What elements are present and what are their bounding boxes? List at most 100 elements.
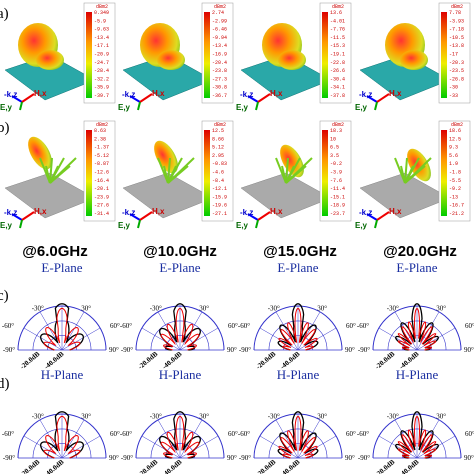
angle-label: 90° (227, 454, 237, 462)
colorbar-label: -22.8 (330, 60, 345, 66)
pattern-curve (160, 415, 200, 459)
polar-spoke (394, 419, 418, 459)
colorbar-label: -6.46 (212, 27, 227, 33)
colorbar-label: -13.8 (449, 43, 464, 49)
axis-arrow (255, 219, 259, 229)
colorbar-label: -17.1 (94, 43, 109, 49)
rcs-spike (167, 157, 183, 184)
axis-label: E,y (355, 103, 368, 112)
colorbar-label: -33 (449, 93, 458, 99)
colorbar-label: -0.2 (330, 161, 342, 167)
angle-label: 60° (346, 430, 356, 438)
pattern-curve (395, 303, 439, 351)
colorbar-label: -23.7 (330, 211, 345, 217)
colorbar-label: -35.9 (94, 85, 109, 91)
colorbar-label: 9.3 (449, 145, 458, 151)
angle-label: 90° (109, 454, 119, 462)
axis-arrow (257, 93, 271, 103)
pattern-curve (397, 415, 437, 459)
radial-label: -40.0dB (161, 458, 184, 474)
rcs-spike (167, 157, 195, 184)
angle-label: 90° (464, 454, 474, 462)
colorbar-label: -28.4 (94, 68, 109, 74)
colorbar-label: -16.4 (94, 178, 109, 184)
angle-label: -30° (32, 412, 44, 420)
angle-label: 60° (228, 430, 238, 438)
axis-arrow (19, 219, 23, 229)
polar-spoke (275, 311, 299, 351)
colorbar-label: -10.5 (449, 35, 464, 41)
axis-arrow (376, 93, 390, 103)
angle-label: -30° (150, 304, 162, 312)
colorbar-label: -19.1 (330, 52, 345, 58)
axis-label: -k,z (359, 90, 372, 99)
radial-label: -20.0dB (373, 458, 396, 474)
angle-label: 60° (346, 322, 356, 330)
colorbar (86, 130, 92, 216)
axis-label: E,y (118, 221, 131, 230)
plane-label: E-Plane (277, 260, 318, 275)
colorbar (441, 130, 447, 216)
polar-spoke (179, 435, 219, 459)
colorbar-label: -23.9 (94, 194, 109, 200)
colorbar-label: -37.8 (330, 93, 345, 99)
angle-label: 90° (109, 346, 119, 354)
colorbar-label: -5.5 (449, 178, 461, 184)
colorbar-label: -19.6 (212, 203, 227, 209)
colorbar-label: -12.1 (212, 186, 227, 192)
colorbar-label: -31.4 (94, 211, 109, 217)
angle-label: 90° (464, 346, 474, 354)
polar-spoke (297, 419, 321, 459)
colorbar-label: -30.8 (212, 85, 227, 91)
pattern-curve (43, 307, 81, 351)
angle-label: 30° (81, 412, 91, 420)
angle-label: -30° (387, 304, 399, 312)
colorbar-label: 18.6 (449, 128, 461, 134)
angle-label: -30° (268, 304, 280, 312)
plane-label: H-Plane (41, 367, 84, 382)
frequency-label: @20.0GHz (383, 243, 457, 260)
axis-label: H,x (34, 89, 47, 98)
axis-arrow (21, 211, 35, 221)
angle-label: -60° (120, 322, 132, 330)
angle-label: 60° (228, 322, 238, 330)
colorbar-label: -2.99 (212, 18, 227, 24)
angle-label: 30° (436, 412, 446, 420)
polar-spoke (416, 419, 440, 459)
angle-label: 30° (199, 412, 209, 420)
plane-label: H-Plane (277, 367, 320, 382)
colorbar (322, 12, 328, 98)
colorbar-unit: dBm2 (332, 122, 344, 128)
axis-label: H,x (152, 89, 165, 98)
panel-label: d) (0, 376, 10, 392)
panel-label: c) (0, 288, 9, 304)
axis-label: H,x (389, 89, 402, 98)
axis-arrow (139, 93, 153, 103)
colorbar-unit: dBm2 (96, 122, 108, 128)
colorbar-label: -16.9 (212, 52, 227, 58)
panel-label: a) (0, 6, 9, 22)
angle-label: -90° (239, 454, 251, 462)
polar-spoke (297, 311, 321, 351)
colorbar-label: -18.9 (330, 203, 345, 209)
polar-spoke (141, 435, 181, 459)
axis-arrow (374, 101, 378, 111)
angle-label: 60° (110, 322, 120, 330)
polar-spoke (61, 311, 85, 351)
colorbar-label: -21.2 (449, 211, 464, 217)
colorbar-label: -26.6 (330, 68, 345, 74)
pattern-curve (160, 307, 200, 351)
colorbar-label: -24.7 (94, 60, 109, 66)
pattern-curve (277, 411, 319, 459)
axis-arrow (129, 95, 141, 103)
colorbar (322, 130, 328, 216)
colorbar-label: -15.1 (330, 194, 345, 200)
radial-label: -20.0dB (136, 458, 159, 474)
radial-label: -40.0dB (398, 458, 421, 474)
colorbar-label: -26.8 (449, 76, 464, 82)
axis-label: -k,z (4, 90, 17, 99)
frequency-label: @15.0GHz (263, 243, 337, 260)
rcs-spike (404, 157, 420, 184)
colorbar-label: 2.95 (212, 153, 224, 159)
